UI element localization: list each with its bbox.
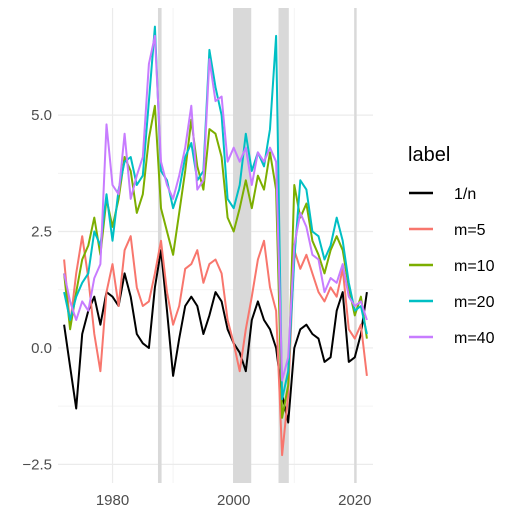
recession-shade: [278, 8, 289, 483]
shaded-periods: [157, 8, 357, 483]
legend-label: 1/n: [454, 186, 476, 203]
legend: label 1/n m=5 m=10 m=20 m=40: [408, 144, 495, 347]
legend-label: m=40: [454, 330, 495, 347]
y-tick-label: 0.0: [31, 340, 52, 357]
y-tick-label: 2.5: [31, 224, 52, 241]
series-lines: [63, 25, 368, 457]
series-line-1-n: [63, 249, 368, 424]
legend-label: m=20: [454, 294, 495, 311]
recession-shade: [354, 8, 357, 483]
y-tick-label: 5.0: [31, 107, 52, 124]
recession-shade: [233, 8, 252, 483]
x-tick-label: 2020: [338, 492, 371, 509]
legend-label: m=5: [454, 222, 486, 239]
y-tick-label: −2.5: [22, 456, 52, 473]
legend-title: label: [408, 144, 450, 166]
series-line-m-5: [63, 235, 368, 457]
x-tick-label: 2000: [217, 492, 250, 509]
major-grid: [58, 8, 373, 483]
minor-grid: [58, 8, 373, 483]
series-line-m-40: [63, 34, 368, 382]
x-tick-label: 1980: [96, 492, 129, 509]
legend-label: m=10: [454, 258, 495, 275]
series-line-m-20: [63, 25, 368, 401]
y-axis-tick-labels: −2.5 0.0 2.5 5.0: [22, 107, 52, 473]
x-axis-tick-labels: 1980 2000 2020: [96, 492, 372, 509]
